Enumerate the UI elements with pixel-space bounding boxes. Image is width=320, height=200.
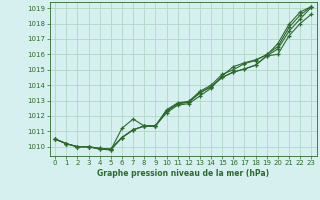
X-axis label: Graphe pression niveau de la mer (hPa): Graphe pression niveau de la mer (hPa) bbox=[97, 169, 269, 178]
